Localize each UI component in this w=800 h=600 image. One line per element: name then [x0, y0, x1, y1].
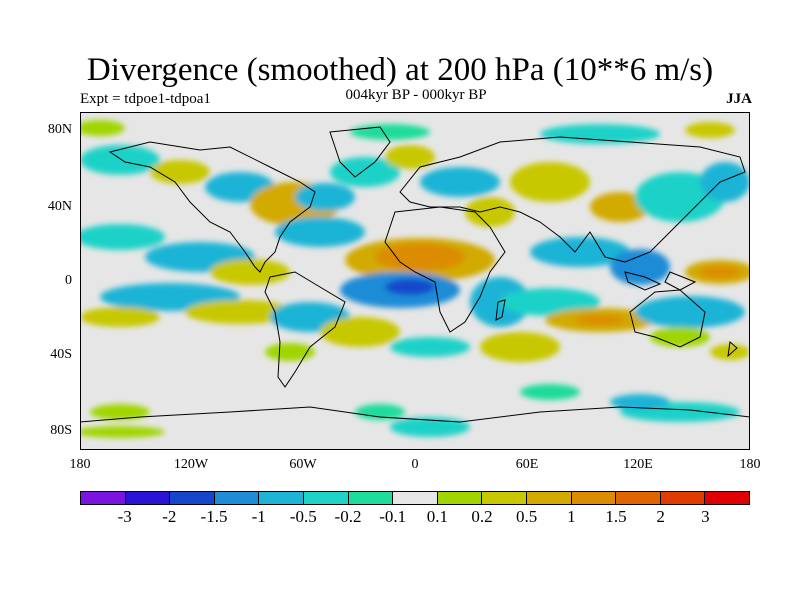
colorbar-swatch: [214, 492, 260, 504]
divergence-field: [80, 120, 750, 438]
lat-label-0: 0: [65, 273, 72, 288]
colorbar-label: -3: [117, 507, 132, 526]
colorbar-swatch: [482, 492, 527, 504]
plot-title: Divergence (smoothed) at 200 hPa (10**6 …: [86, 52, 714, 88]
colorbar-swatch: [348, 492, 394, 504]
colorbar-swatch: [170, 492, 215, 504]
colorbar-swatch: [259, 492, 304, 504]
lon-label-120w: 120W: [173, 457, 209, 472]
colorbar-swatch: [437, 492, 483, 504]
lon-label-60w: 60W: [289, 457, 317, 472]
season-label: JJA: [726, 91, 752, 107]
colorbar-label: 1.5: [605, 507, 627, 526]
lon-label-180e: 180: [739, 457, 761, 472]
colorbar-label: 0.2: [471, 507, 493, 526]
period-label: 004kyr BP - 000kyr BP: [345, 87, 487, 103]
lon-label-180w: 180: [69, 457, 91, 472]
coastlines: [80, 126, 750, 423]
colorbar-label: -0.2: [334, 507, 362, 526]
map-frame: [80, 112, 750, 450]
colorbar-swatch: [125, 492, 171, 504]
colorbar-label: -1: [251, 507, 266, 526]
lon-label-0: 0: [411, 457, 419, 472]
colorbar-swatch: [616, 492, 661, 504]
colorbar: [80, 491, 750, 505]
colorbar-swatch: [303, 492, 349, 504]
colorbar-label: 0.5: [516, 507, 538, 526]
map-panel: [80, 112, 750, 450]
lat-label-80n: 80N: [47, 122, 72, 137]
colorbar-label: -0.5: [289, 507, 317, 526]
colorbar-swatch: [705, 492, 749, 504]
colorbar-swatch: [571, 492, 617, 504]
colorbar-label: 1: [567, 507, 576, 526]
lat-label-40n: 40N: [47, 199, 72, 214]
colorbar-label: -0.1: [379, 507, 407, 526]
colorbar-swatch: [81, 492, 126, 504]
colorbar-label: 3: [701, 507, 710, 526]
experiment-label: Expt = tdpoe1-tdpoa1: [80, 91, 211, 107]
lat-label-80s: 80S: [50, 423, 72, 438]
colorbar-label: -1.5: [200, 507, 228, 526]
colorbar-label: -2: [162, 507, 177, 526]
lat-label-40s: 40S: [50, 347, 72, 362]
colorbar-swatch: [526, 492, 572, 504]
colorbar-label: 2: [656, 507, 665, 526]
lon-label-120e: 120E: [623, 457, 653, 472]
colorbar-label: 0.1: [426, 507, 448, 526]
colorbar-swatch: [393, 492, 438, 504]
lon-label-60e: 60E: [515, 457, 539, 472]
colorbar-swatch: [660, 492, 706, 504]
